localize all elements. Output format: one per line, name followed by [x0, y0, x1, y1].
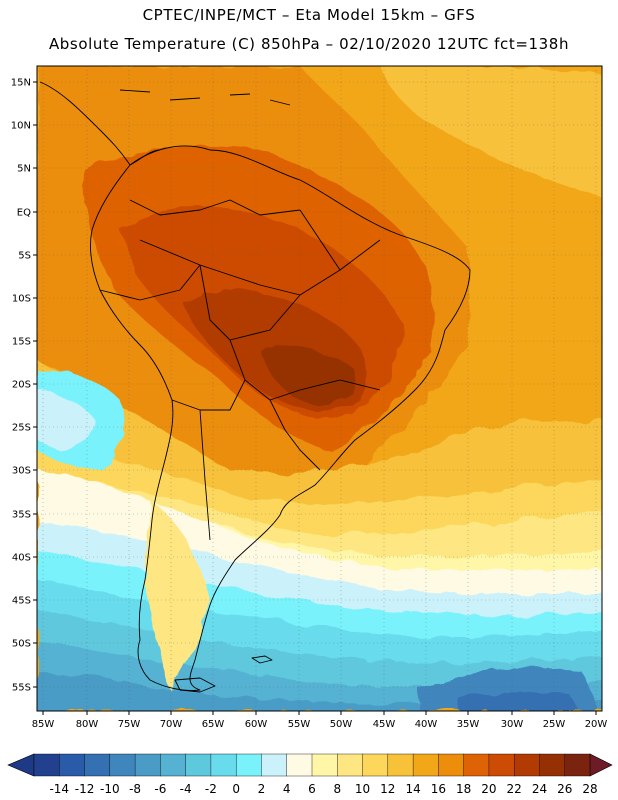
tierra-del-fuego — [174, 677, 216, 693]
pacific-cool-core — [37, 390, 95, 450]
colorbar-label: -6 — [154, 782, 166, 796]
lat-label: 55S — [12, 683, 31, 694]
lat-label: 50S — [12, 639, 31, 650]
colorbar-label: 4 — [283, 782, 291, 796]
lon-label: 65W — [202, 719, 225, 730]
lon-label: 80W — [76, 719, 99, 730]
map-subtitle: Absolute Temperature (C) 850hPa – 02/10/… — [48, 35, 570, 53]
lon-label: 20W — [585, 719, 608, 730]
lat-label: EQ — [17, 208, 31, 219]
colorbar-swatch — [59, 753, 86, 777]
colorbar-min-arrow — [7, 753, 35, 777]
map-title: CPTEC/INPE/MCT – Eta Model 15km – GFS — [142, 6, 476, 24]
lat-label: 10N — [11, 121, 31, 132]
colorbar-swatch — [210, 753, 237, 777]
lat-label: 30S — [12, 466, 31, 477]
lon-label: 30W — [501, 719, 524, 730]
colorbar-label: -2 — [205, 782, 217, 796]
colorbar-label: 6 — [308, 782, 316, 796]
lon-label: 70W — [160, 719, 183, 730]
colorbar-label: 26 — [557, 782, 572, 796]
lon-label: 35W — [457, 719, 480, 730]
lon-label: 45W — [373, 719, 396, 730]
cool-patch-east-atlantic — [381, 66, 602, 197]
falkland-islands — [251, 655, 273, 664]
colorbar-swatch — [438, 753, 465, 777]
lat-label: 15N — [11, 78, 31, 89]
colorbar-label: 18 — [456, 782, 471, 796]
lon-label: 55W — [288, 719, 311, 730]
colorbar-label: 12 — [380, 782, 395, 796]
colorbar-swatch — [337, 753, 364, 777]
lon-label: 85W — [32, 719, 55, 730]
lon-label: 75W — [118, 719, 141, 730]
colorbar-label: -8 — [129, 782, 141, 796]
colorbar-swatch — [261, 753, 288, 777]
colorbar-label: -10 — [100, 782, 120, 796]
colorbar-swatch — [185, 753, 212, 777]
coastlines-borders — [39, 81, 471, 693]
colorbar-label: 20 — [481, 782, 496, 796]
patagonia-warm — [145, 500, 210, 690]
colorbar-max-arrow — [589, 753, 613, 777]
colorbar-swatch — [412, 753, 439, 777]
caribbean-islands — [119, 89, 291, 106]
colorbar-label: 14 — [405, 782, 420, 796]
colorbar-swatch — [109, 753, 136, 777]
south-america-coast — [89, 145, 471, 691]
lat-label: 5N — [17, 164, 31, 175]
lat-label: 25S — [12, 423, 31, 434]
colorbar-label: 8 — [333, 782, 341, 796]
lat-label: 15S — [12, 337, 31, 348]
colorbar-label: 22 — [507, 782, 522, 796]
colorbar-swatch — [311, 753, 338, 777]
cold-core-deep — [460, 690, 580, 711]
warm-zone-26-28 — [260, 346, 356, 405]
colorbar-label: -4 — [180, 782, 192, 796]
lat-label: 45S — [12, 596, 31, 607]
colorbar-swatch — [564, 753, 591, 777]
colorbar-label: 0 — [232, 782, 240, 796]
colorbar-label: 16 — [431, 782, 446, 796]
colorbar-swatch — [286, 753, 313, 777]
temperature-field — [37, 66, 602, 711]
longitude-axis: 85W 80W 75W 70W 65W 60W 55W 50W 45W 40W 35W 30W 25W 2… — [32, 711, 608, 730]
lon-label: 25W — [543, 719, 566, 730]
colorbar-swatch — [160, 753, 187, 777]
colorbar-swatch — [463, 753, 490, 777]
colorbar-swatch — [513, 753, 540, 777]
colorbar-label: -12 — [75, 782, 95, 796]
lon-label: 60W — [245, 719, 268, 730]
colorbar-swatch — [84, 753, 111, 777]
colorbar-swatch — [362, 753, 389, 777]
lon-label: 40W — [415, 719, 438, 730]
colorbar-swatch — [235, 753, 262, 777]
lat-label: 20S — [12, 380, 31, 391]
colorbar-label: 2 — [258, 782, 266, 796]
latitude-axis: 15N 10N 5N EQ 5S 10S 15S 20S 25S 30S 35S 40S 45S 50S 5… — [11, 78, 37, 694]
band-minus6-minus4 — [37, 670, 602, 711]
colorbar-swatch — [387, 753, 414, 777]
colorbar-label: 24 — [532, 782, 547, 796]
colorbar-label: -14 — [49, 782, 69, 796]
lat-label: 5S — [18, 251, 31, 262]
lon-label: 50W — [330, 719, 353, 730]
color-scale: -14 -12 -10 -8 -6 -4 -2 0 2 4 6 8 10 12 14 16 18 20 22 24 26… — [7, 753, 613, 796]
plot-border — [36, 65, 603, 712]
colorbar-label: 28 — [582, 782, 597, 796]
lat-label: 10S — [12, 294, 31, 305]
borders — [99, 199, 381, 541]
colorbar-swatch — [134, 753, 161, 777]
colorbar-swatch — [539, 753, 566, 777]
lat-label: 35S — [12, 510, 31, 521]
colorbar-swatch — [33, 753, 60, 777]
colorbar-swatch — [488, 753, 515, 777]
lat-label: 40S — [12, 553, 31, 564]
colorbar-label: 10 — [355, 782, 370, 796]
